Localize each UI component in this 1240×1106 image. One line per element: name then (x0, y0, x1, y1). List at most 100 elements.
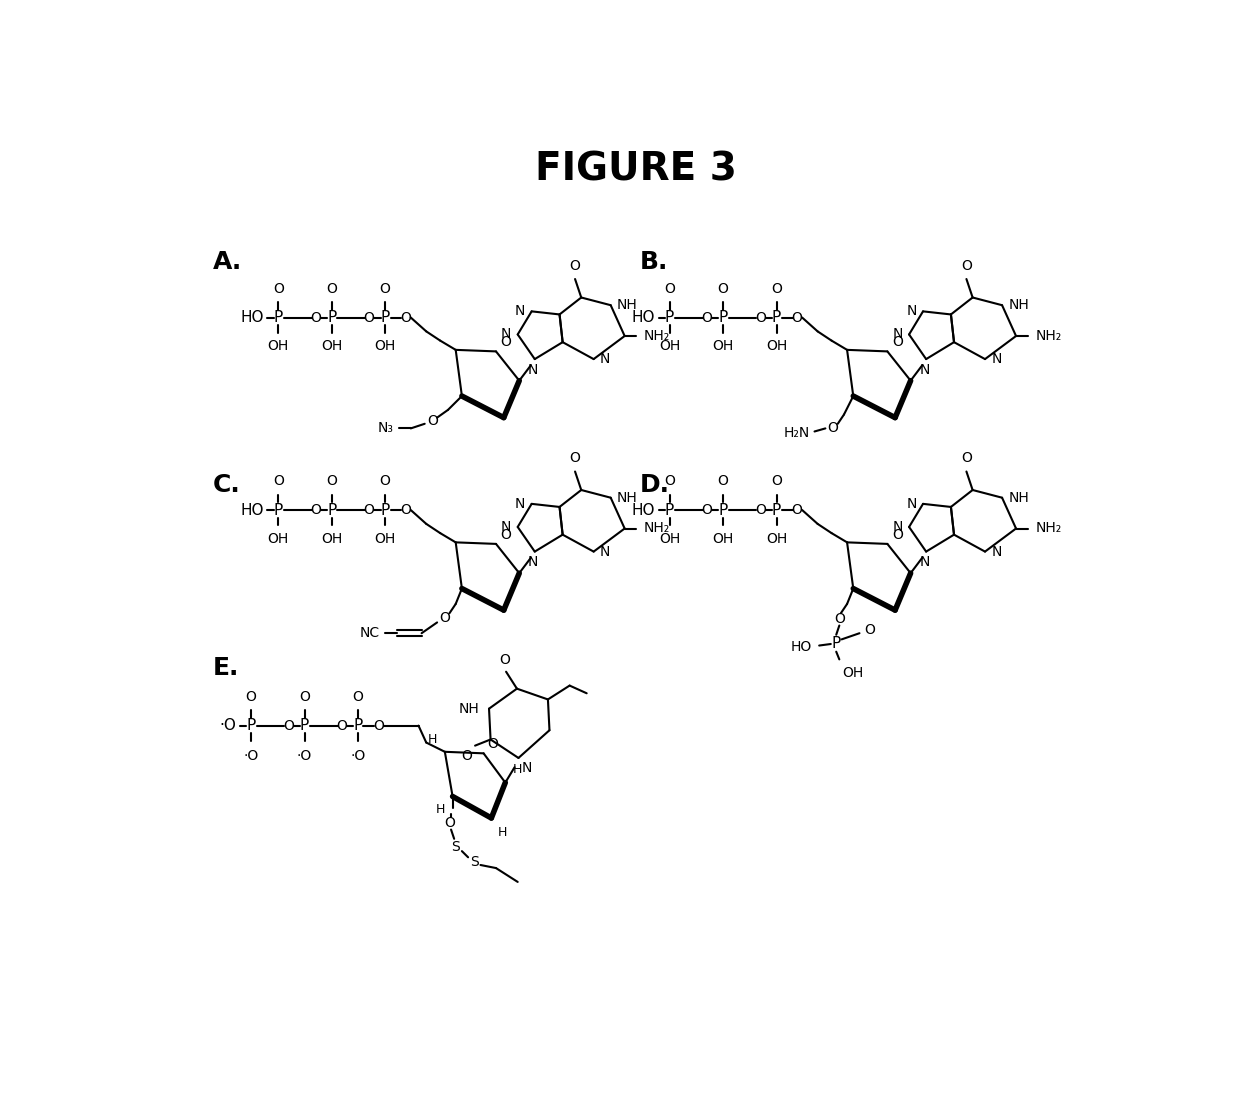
Text: P: P (773, 310, 781, 325)
Text: P: P (773, 502, 781, 518)
Text: O: O (755, 503, 766, 517)
Text: ·O: ·O (243, 749, 259, 763)
Text: NH₂: NH₂ (644, 328, 671, 343)
Text: E.: E. (213, 656, 239, 680)
Text: O: O (399, 311, 410, 324)
Text: P: P (247, 718, 255, 733)
Text: H: H (435, 803, 445, 815)
Text: O: O (718, 282, 729, 296)
Text: O: O (771, 474, 782, 489)
Text: H: H (497, 826, 507, 838)
Text: O: O (665, 282, 675, 296)
Text: N: N (528, 555, 538, 570)
Text: O: O (379, 282, 391, 296)
Text: O: O (352, 690, 363, 705)
Text: O: O (273, 474, 284, 489)
Text: O: O (363, 311, 374, 324)
Text: O: O (273, 282, 284, 296)
Text: O: O (892, 335, 903, 349)
Text: N: N (501, 520, 511, 534)
Text: O: O (827, 421, 838, 436)
Text: N: N (501, 327, 511, 342)
Text: OH: OH (658, 340, 681, 353)
Text: O: O (439, 611, 450, 625)
Text: OH: OH (374, 532, 396, 545)
Text: P: P (665, 310, 675, 325)
Text: P: P (353, 718, 362, 733)
Text: NH: NH (1008, 491, 1029, 504)
Text: S: S (470, 855, 479, 869)
Text: N: N (515, 497, 526, 511)
Text: O: O (283, 719, 294, 732)
Text: HO: HO (241, 310, 263, 325)
Text: O: O (702, 503, 712, 517)
Text: O: O (864, 623, 875, 637)
Text: C.: C. (213, 473, 241, 498)
Text: D.: D. (640, 473, 670, 498)
Text: O: O (569, 451, 580, 466)
Text: H: H (513, 763, 522, 776)
Text: N: N (991, 352, 1002, 366)
Text: NH: NH (618, 491, 637, 504)
Text: N: N (600, 544, 610, 559)
Text: OH: OH (374, 340, 396, 353)
Text: O: O (961, 451, 972, 466)
Text: O: O (892, 528, 903, 542)
Text: O: O (310, 503, 321, 517)
Text: OH: OH (766, 340, 787, 353)
Text: O: O (665, 474, 675, 489)
Text: NH₂: NH₂ (1035, 328, 1061, 343)
Text: ·O: ·O (219, 718, 237, 733)
Text: O: O (833, 613, 844, 626)
Text: O: O (702, 311, 712, 324)
Text: O: O (326, 474, 337, 489)
Text: NH₂: NH₂ (1035, 522, 1061, 535)
Text: NC: NC (360, 626, 379, 640)
Text: P: P (381, 502, 389, 518)
Text: N: N (522, 761, 532, 775)
Text: ·O: ·O (296, 749, 312, 763)
Text: P: P (381, 310, 389, 325)
Text: P: P (327, 502, 336, 518)
Text: OH: OH (658, 532, 681, 545)
Text: OH: OH (766, 532, 787, 545)
Text: O: O (791, 311, 802, 324)
Text: O: O (373, 719, 383, 732)
Text: NH: NH (459, 701, 480, 716)
Text: N: N (893, 520, 903, 534)
Text: P: P (274, 310, 283, 325)
Text: HO: HO (790, 640, 811, 654)
Text: ·O: ·O (351, 749, 366, 763)
Text: O: O (961, 259, 972, 273)
Text: A.: A. (213, 250, 242, 274)
Text: O: O (771, 282, 782, 296)
Text: O: O (399, 503, 410, 517)
Text: P: P (832, 636, 841, 651)
Text: N: N (906, 304, 916, 319)
Text: OH: OH (268, 532, 289, 545)
Text: N: N (515, 304, 526, 319)
Text: O: O (755, 311, 766, 324)
Text: O: O (310, 311, 321, 324)
Text: O: O (461, 749, 472, 763)
Text: O: O (444, 816, 455, 831)
Text: P: P (274, 502, 283, 518)
Text: O: O (336, 719, 347, 732)
Text: O: O (326, 282, 337, 296)
Text: OH: OH (713, 340, 734, 353)
Text: HO: HO (241, 502, 263, 518)
Text: NH: NH (1008, 299, 1029, 312)
Text: S: S (451, 839, 460, 854)
Text: P: P (300, 718, 309, 733)
Text: P: P (718, 310, 728, 325)
Text: O: O (363, 503, 374, 517)
Text: O: O (379, 474, 391, 489)
Text: N: N (528, 363, 538, 377)
Text: NH₂: NH₂ (644, 522, 671, 535)
Text: P: P (327, 310, 336, 325)
Text: O: O (569, 259, 580, 273)
Text: N: N (906, 497, 916, 511)
Text: O: O (791, 503, 802, 517)
Text: OH: OH (842, 666, 864, 679)
Text: HO: HO (631, 502, 655, 518)
